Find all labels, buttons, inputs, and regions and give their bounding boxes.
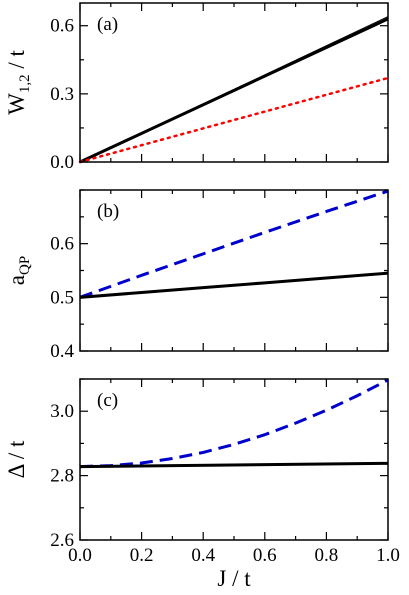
xtick-label: 0.0: [68, 545, 92, 566]
panel-label: (a): [97, 14, 118, 35]
series-line-3-1: [79, 378, 389, 469]
ytick-label: 0.4: [50, 341, 74, 362]
xtick-label: 1.0: [376, 545, 400, 566]
y-axis-label: Δ / t: [4, 440, 29, 478]
ytick-label: 3.0: [50, 401, 74, 422]
ytick-label: 0.0: [50, 152, 74, 173]
ytick-label: 0.6: [50, 16, 74, 37]
ytick-label: 0.3: [50, 84, 74, 105]
series-line-1-2: [79, 16, 389, 163]
ytick-label: 2.6: [50, 530, 74, 551]
panel-label: (c): [97, 390, 118, 411]
xtick-label: 0.4: [191, 545, 215, 566]
ytick-label: 0.6: [50, 234, 74, 255]
xtick-label: 0.8: [315, 545, 339, 566]
series-line-2-2: [79, 271, 389, 299]
ytick-label: 0.5: [50, 287, 74, 308]
y-axis-label: W1,2 / t: [4, 50, 33, 115]
panel-label: (b): [97, 201, 119, 222]
series-line-3-2: [79, 461, 389, 469]
y-axis-label: aQP: [4, 256, 33, 285]
xtick-label: 0.6: [253, 545, 277, 566]
series-line-2-1: [79, 189, 389, 299]
x-axis-label: J / t: [217, 566, 251, 591]
xtick-label: 0.2: [130, 545, 154, 566]
series-line-1-3: [78, 76, 390, 164]
plot-frame-1: [79, 2, 389, 163]
ytick-label: 2.8: [50, 466, 74, 487]
plot-frame-2: [79, 189, 389, 352]
